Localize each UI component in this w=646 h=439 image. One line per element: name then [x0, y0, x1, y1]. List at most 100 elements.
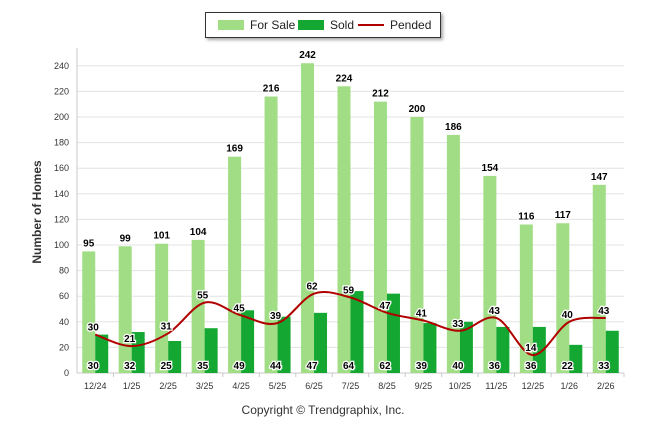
bar-for-sale [337, 86, 351, 373]
data-label-pended: 33 [452, 319, 464, 330]
x-tick-label: 7/25 [342, 381, 360, 391]
bar-for-sale [483, 175, 497, 373]
bar-for-sale [556, 223, 570, 373]
y-tick-label: 240 [54, 61, 69, 71]
legend-item-pended[interactable]: Pended [358, 13, 431, 37]
bar-sold [314, 312, 328, 373]
data-label-for-sale: 216 [263, 84, 280, 95]
x-tick-label: 1/26 [561, 381, 579, 391]
data-label-for-sale: 104 [190, 227, 207, 238]
data-label-sold: 36 [525, 361, 537, 372]
x-tick-label: 8/25 [378, 381, 396, 391]
bar-sold [204, 328, 218, 373]
data-label-sold: 22 [562, 361, 574, 372]
legend-label-for-sale: For Sale [250, 18, 296, 32]
x-tick-label: 3/25 [196, 381, 214, 391]
y-tick-label: 140 [54, 189, 69, 199]
bar-sold [423, 323, 437, 373]
x-tick-label: 11/25 [485, 381, 507, 391]
data-label-sold: 64 [343, 361, 355, 372]
bar-sold [459, 321, 473, 373]
data-label-sold: 49 [234, 361, 246, 372]
y-tick-label: 20 [59, 342, 69, 352]
data-label-sold: 62 [379, 361, 391, 372]
bar-for-sale [592, 184, 606, 373]
data-label-pended: 47 [379, 301, 391, 312]
data-label-pended: 39 [270, 311, 282, 322]
bar-sold [605, 330, 619, 373]
legend-line-pended [358, 24, 384, 26]
y-tick-label: 80 [59, 266, 69, 276]
bar-for-sale [155, 243, 169, 373]
data-label-for-sale: 117 [555, 210, 572, 221]
data-label-sold: 47 [306, 361, 318, 372]
x-tick-label: 10/25 [449, 381, 472, 391]
bar-sold [569, 344, 583, 373]
bar-sold [496, 326, 510, 373]
x-tick-label: 1/25 [123, 381, 141, 391]
bar-sold [95, 334, 109, 373]
data-label-pended: 59 [343, 285, 355, 296]
data-label-pended: 40 [562, 310, 574, 321]
legend-swatch-for-sale [218, 20, 244, 30]
data-label-pended: 45 [234, 303, 246, 314]
legend-label-pended: Pended [390, 18, 432, 32]
y-tick-label: 220 [54, 86, 69, 96]
data-label-pended: 14 [525, 343, 537, 354]
data-label-sold: 25 [161, 361, 173, 372]
data-label-for-sale: 95 [83, 238, 95, 249]
data-label-sold: 36 [489, 361, 501, 372]
bar-sold [241, 310, 255, 373]
data-label-sold: 32 [124, 361, 136, 372]
data-label-for-sale: 101 [153, 231, 170, 242]
data-label-pended: 21 [124, 334, 136, 345]
x-tick-label: 12/24 [84, 381, 107, 391]
data-label-pended: 55 [197, 291, 209, 302]
x-tick-label: 9/25 [415, 381, 433, 391]
legend-item-sold[interactable]: Sold [298, 13, 354, 37]
bar-for-sale [410, 117, 424, 373]
data-label-for-sale: 200 [409, 104, 426, 115]
bar-sold [277, 316, 291, 373]
data-label-sold: 44 [270, 361, 282, 372]
data-label-pended: 62 [306, 282, 318, 293]
copyright-text: Copyright © Trendgraphix, Inc. [241, 403, 405, 417]
data-label-pended: 30 [88, 323, 100, 334]
y-tick-label: 180 [54, 138, 69, 148]
bar-sold [350, 291, 364, 373]
y-tick-label: 160 [54, 163, 69, 173]
data-label-sold: 30 [88, 361, 100, 372]
bar-for-sale [264, 96, 278, 374]
y-tick-label: 200 [54, 112, 69, 122]
legend: For Sale Sold Pended [205, 12, 441, 38]
y-tick-label: 40 [59, 317, 69, 327]
data-label-for-sale: 116 [518, 212, 535, 223]
data-label-pended: 41 [416, 309, 428, 320]
data-label-sold: 33 [598, 361, 610, 372]
data-label-for-sale: 212 [372, 89, 389, 100]
data-label-for-sale: 147 [591, 172, 608, 183]
bar-for-sale [446, 134, 460, 373]
data-label-sold: 39 [416, 361, 428, 372]
x-tick-label: 4/25 [232, 381, 250, 391]
data-label-for-sale: 242 [299, 50, 316, 61]
legend-swatch-sold [298, 20, 324, 30]
bar-for-sale [118, 246, 132, 373]
data-label-for-sale: 186 [445, 122, 462, 133]
legend-label-sold: Sold [330, 18, 355, 32]
x-tick-label: 2/25 [159, 381, 177, 391]
y-tick-label: 0 [64, 368, 69, 378]
y-tick-label: 60 [59, 291, 69, 301]
bar-for-sale [82, 251, 96, 373]
y-tick-label: 100 [54, 240, 69, 250]
data-label-pended: 43 [489, 306, 501, 317]
data-label-for-sale: 169 [226, 144, 243, 155]
legend-item-for-sale[interactable]: For Sale [218, 13, 295, 37]
y-tick-label: 120 [54, 214, 69, 224]
data-label-pended: 43 [598, 306, 610, 317]
bar-sold [131, 332, 145, 373]
y-axis-label: Number of Homes [30, 160, 44, 264]
data-label-sold: 35 [197, 361, 209, 372]
